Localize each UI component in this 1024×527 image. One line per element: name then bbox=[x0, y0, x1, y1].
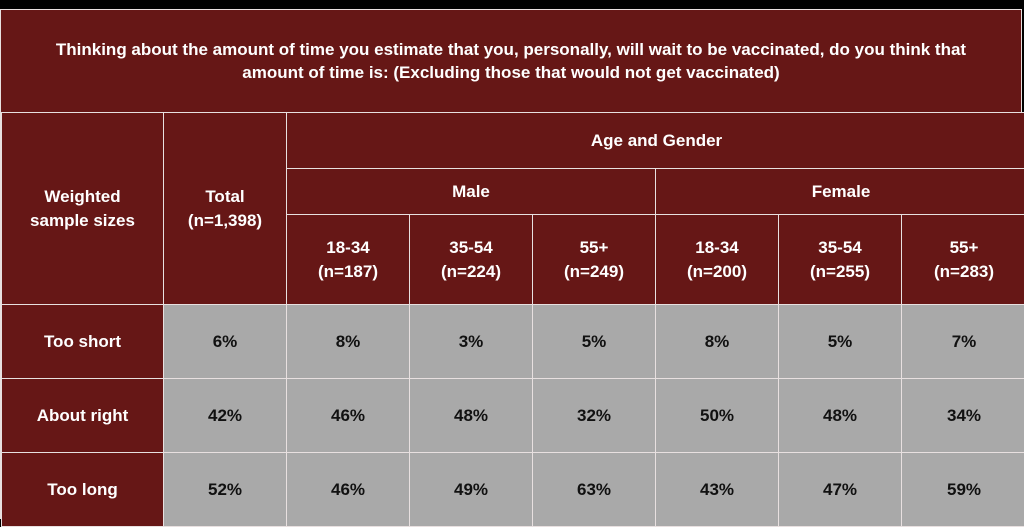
table-frame: Thinking about the amount of time you es… bbox=[0, 9, 1022, 519]
table-cell: 3% bbox=[410, 305, 533, 379]
table-cell: 8% bbox=[287, 305, 410, 379]
table-cell: 49% bbox=[410, 453, 533, 527]
row-label: Too long bbox=[2, 453, 164, 527]
table-cell: 46% bbox=[287, 379, 410, 453]
table-cell: 8% bbox=[656, 305, 779, 379]
table-cell: 46% bbox=[287, 453, 410, 527]
table-cell: 7% bbox=[902, 305, 1024, 379]
column-header-female-35-54: 35-54(n=255) bbox=[779, 215, 902, 305]
gender-header-male: Male bbox=[287, 169, 656, 215]
column-header-female-18-34: 18-34(n=200) bbox=[656, 215, 779, 305]
table-cell: 59% bbox=[902, 453, 1024, 527]
table-cell: 48% bbox=[779, 379, 902, 453]
corner-label: Weighted sample sizes bbox=[2, 113, 164, 305]
table-cell: 63% bbox=[533, 453, 656, 527]
table-cell: 42% bbox=[164, 379, 287, 453]
group-header: Age and Gender bbox=[287, 113, 1024, 169]
table-cell: 32% bbox=[533, 379, 656, 453]
table-cell: 5% bbox=[779, 305, 902, 379]
gender-header-female: Female bbox=[656, 169, 1024, 215]
table-cell: 47% bbox=[779, 453, 902, 527]
chart-title: Thinking about the amount of time you es… bbox=[1, 10, 1021, 112]
column-header-male-35-54: 35-54(n=224) bbox=[410, 215, 533, 305]
column-header-male-18-34: 18-34(n=187) bbox=[287, 215, 410, 305]
table-cell: 48% bbox=[410, 379, 533, 453]
table-cell: 5% bbox=[533, 305, 656, 379]
table-cell: 52% bbox=[164, 453, 287, 527]
column-header-female-55plus: 55+(n=283) bbox=[902, 215, 1024, 305]
table-cell: 34% bbox=[902, 379, 1024, 453]
table-cell: 6% bbox=[164, 305, 287, 379]
table-cell: 50% bbox=[656, 379, 779, 453]
row-label: Too short bbox=[2, 305, 164, 379]
row-label: About right bbox=[2, 379, 164, 453]
data-table: Weighted sample sizes Total (n=1,398) Ag… bbox=[1, 112, 1024, 527]
total-header: Total (n=1,398) bbox=[164, 113, 287, 305]
column-header-male-55plus: 55+(n=249) bbox=[533, 215, 656, 305]
table-cell: 43% bbox=[656, 453, 779, 527]
